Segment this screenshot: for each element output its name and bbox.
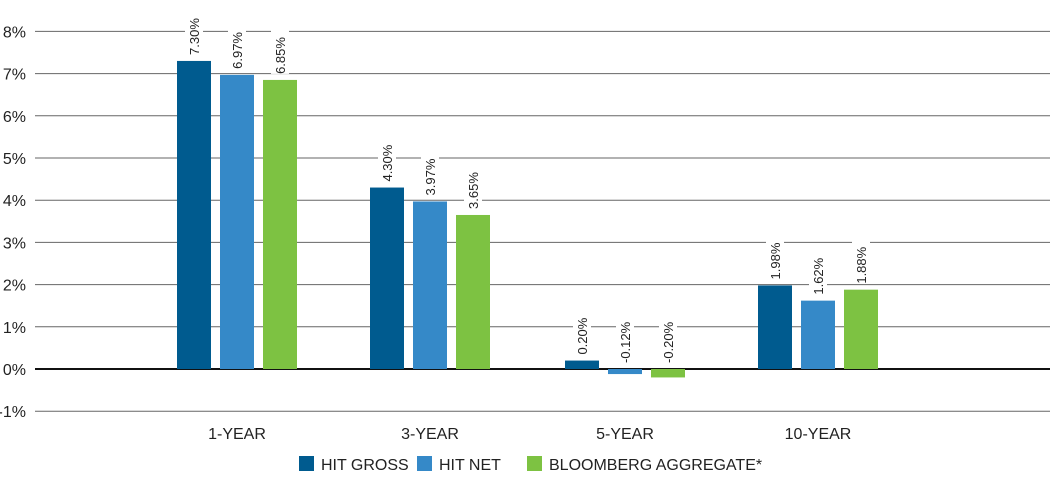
label-background [271,29,289,74]
bar [413,201,447,369]
data-label: -0.12% [618,321,633,363]
legend-swatch [527,456,542,471]
bar [651,369,685,378]
data-label: 3.97% [423,158,438,195]
data-label: 4.30% [380,144,395,181]
legend-label: HIT NET [439,457,501,474]
bar [177,60,211,369]
x-tick-label: 5-YEAR [596,426,654,443]
y-tick-label: 7% [3,67,26,84]
y-tick-label: 2% [3,278,26,295]
label-background [228,24,246,69]
y-tick-label: -1% [0,404,26,421]
y-tick-label: 8% [3,24,26,41]
bar [565,360,599,369]
label-background [464,164,482,209]
x-tick-label: 3-YEAR [401,426,459,443]
y-tick-label: 4% [3,193,26,210]
bar [263,79,297,370]
data-label: 0.20% [575,317,590,354]
data-label: 1.62% [811,257,826,294]
label-background [185,10,203,55]
y-tick-label: 1% [3,320,26,337]
y-tick-label: 3% [3,235,26,252]
label-background [766,235,784,280]
label-background [378,137,396,182]
legend-label: HIT GROSS [321,457,409,474]
bar [456,214,490,369]
legend-label: BLOOMBERG AGGREGATE* [549,457,762,474]
data-label: -0.20% [661,321,676,363]
legend-swatch [299,456,314,471]
y-tick-label: 0% [3,362,26,379]
bar [801,300,835,369]
label-background [616,319,634,363]
label-background [573,310,591,355]
data-label: 7.30% [187,18,202,55]
data-label: 3.65% [466,172,481,209]
label-background [659,319,677,363]
legend-swatch [417,456,432,471]
data-label: 1.98% [768,242,783,279]
bar [844,289,878,369]
bar [608,369,642,375]
bar [370,187,404,369]
label-background [852,239,870,284]
x-tick-label: 10-YEAR [785,426,852,443]
x-tick-label: 1-YEAR [208,426,266,443]
y-tick-label: 5% [3,151,26,168]
bar [220,74,254,369]
label-background [809,250,827,295]
data-label: 1.88% [854,246,869,283]
y-tick-label: 6% [3,109,26,126]
label-background [421,151,439,196]
bar [758,285,792,369]
data-label: 6.97% [230,32,245,69]
data-label: 6.85% [273,37,288,74]
